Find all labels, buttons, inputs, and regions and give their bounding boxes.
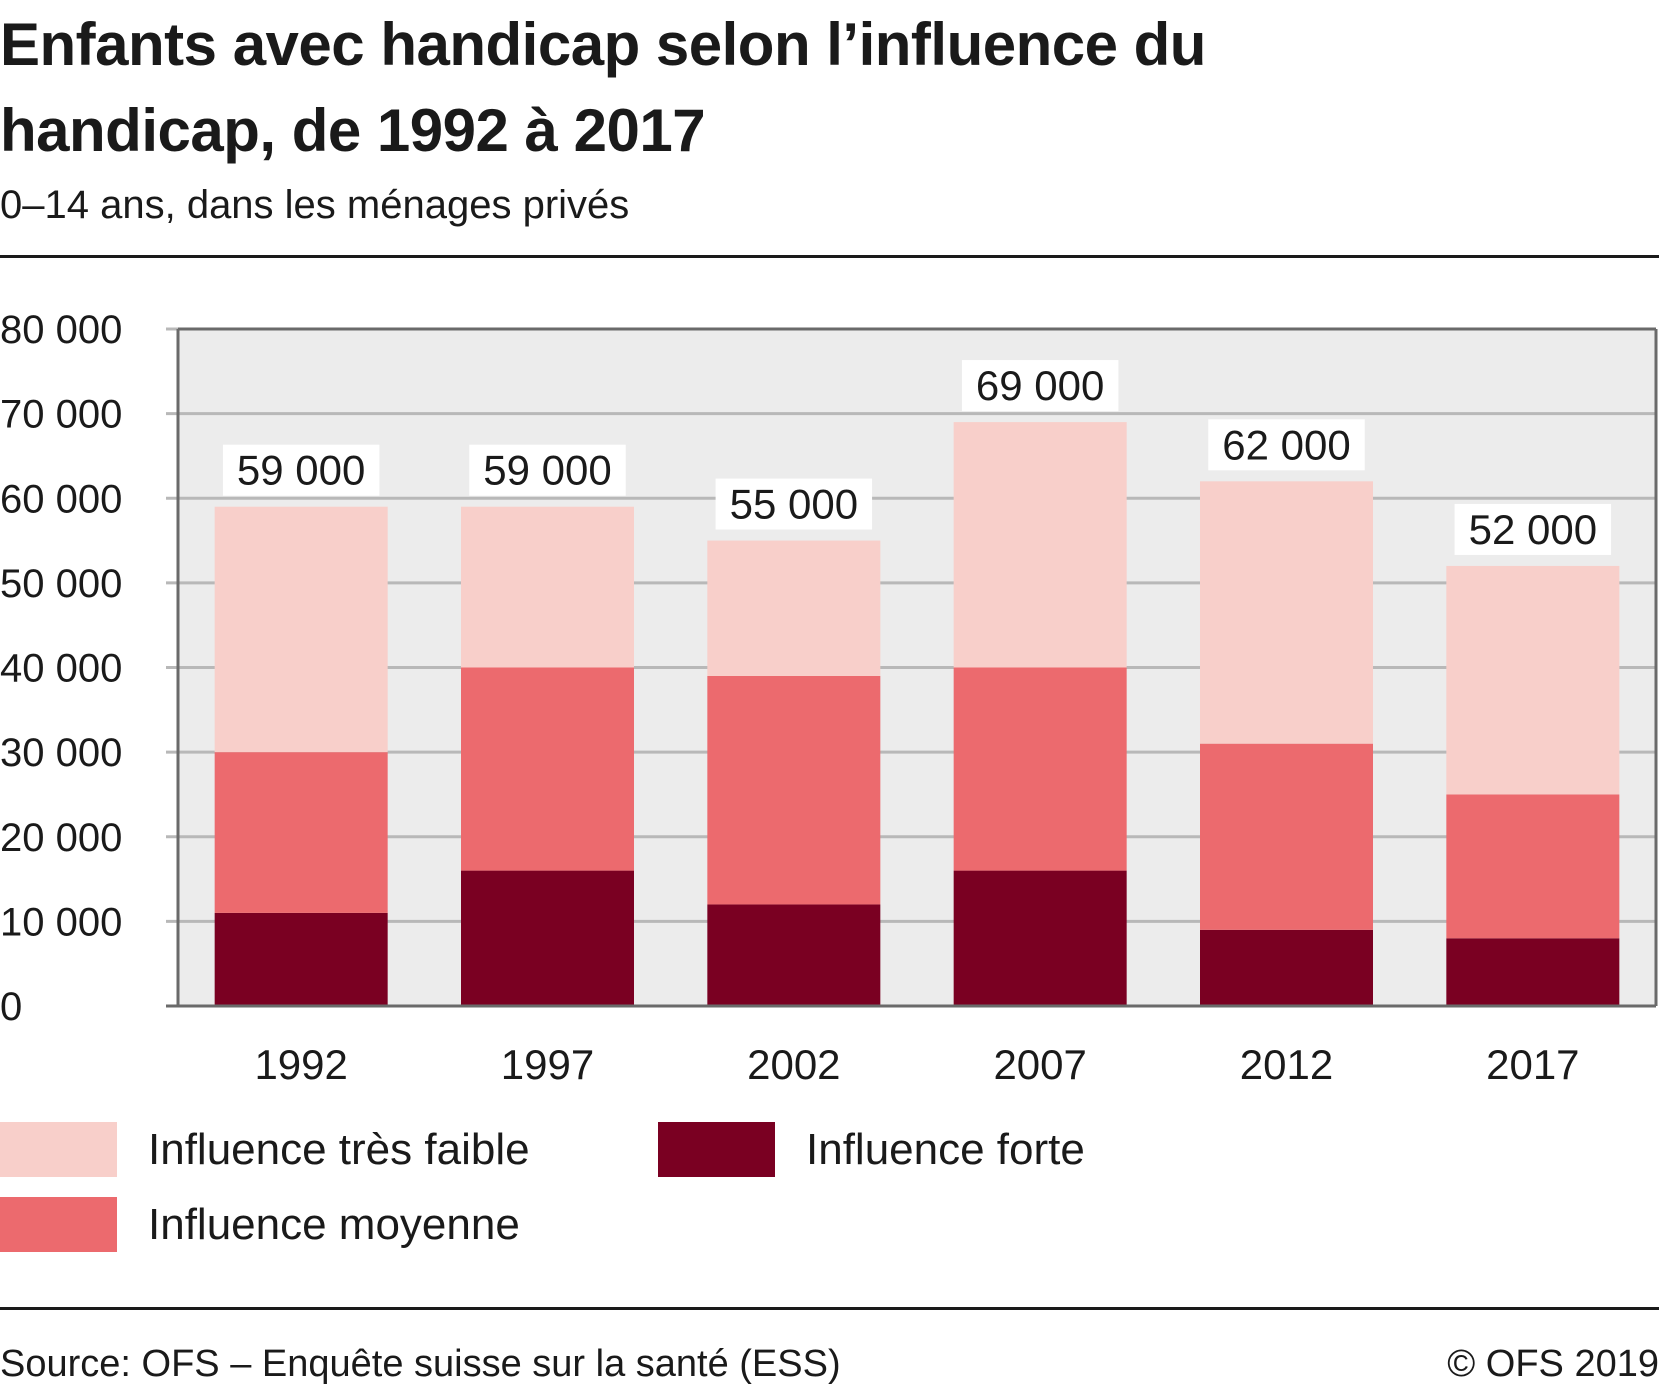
bar-moyenne-1997	[461, 667, 634, 871]
bar-forte-1992	[214, 912, 388, 1006]
y-tick-label: 20 000	[0, 816, 122, 860]
bar-tres-faible-2002	[707, 540, 881, 676]
bar-tres-faible-1992	[214, 506, 388, 753]
x-tick-label: 2012	[1240, 1041, 1333, 1088]
x-tick-label: 1992	[254, 1041, 347, 1088]
legend-label-forte: Influence forte	[806, 1125, 1085, 1174]
bar-forte-2002	[707, 904, 881, 1006]
stacked-bar-chart: 0 10 000 20 000 30 000 40 000 50 000 60 000 70 …	[0, 308, 1658, 1088]
chart-legend: Influence très faible Influence moyenne …	[0, 1122, 1200, 1262]
total-label: 62 000	[1222, 421, 1350, 468]
bar-moyenne-2012	[1200, 743, 1373, 930]
bar-moyenne-2017	[1446, 794, 1620, 939]
total-label-background	[1208, 419, 1365, 471]
header-divider	[0, 255, 1659, 258]
legend-label-moyenne: Influence moyenne	[148, 1200, 520, 1249]
y-tick-label: 50 000	[0, 562, 122, 606]
legend-label-tres-faible: Influence très faible	[148, 1125, 530, 1174]
total-label-background	[715, 478, 873, 530]
footer-divider	[0, 1307, 1659, 1310]
bar-moyenne-2007	[953, 667, 1127, 871]
y-tick-label: 0	[0, 985, 22, 1029]
x-tick-label: 2017	[1486, 1041, 1579, 1088]
y-tick-label: 60 000	[0, 477, 122, 521]
bar-forte-2007	[953, 870, 1127, 1006]
y-tick-label: 30 000	[0, 731, 122, 775]
bar-moyenne-1992	[214, 752, 388, 913]
y-tick-label: 80 000	[0, 308, 122, 352]
bar-tres-faible-1997	[461, 506, 634, 668]
source-note: Source: OFS – Enquête suisse sur la sant…	[0, 1343, 841, 1385]
total-label: 55 000	[730, 481, 858, 528]
chart-title: Enfants avec handicap selon l’influence …	[0, 11, 1206, 164]
legend-swatch-tres-faible	[0, 1122, 117, 1177]
chart-subtitle: 0–14 ans, dans les ménages privés	[0, 183, 630, 227]
bar-forte-1997	[461, 870, 634, 1006]
total-label-background	[222, 444, 380, 496]
bar-moyenne-2002	[707, 675, 881, 905]
total-label: 69 000	[976, 362, 1104, 409]
total-label-background	[961, 360, 1119, 412]
copyright-note: © OFS 2019	[1447, 1343, 1659, 1385]
total-label: 52 000	[1469, 506, 1597, 553]
bar-tres-faible-2017	[1446, 565, 1620, 795]
y-tick-label: 70 000	[0, 393, 122, 437]
legend-swatch-forte	[658, 1122, 775, 1177]
total-label: 59 000	[483, 447, 611, 494]
total-label: 59 000	[237, 447, 365, 494]
bar-tres-faible-2012	[1200, 481, 1373, 744]
total-label-background	[469, 444, 626, 496]
x-tick-label: 2007	[993, 1041, 1086, 1088]
total-label-background	[1454, 503, 1612, 555]
legend-swatch-moyenne	[0, 1197, 117, 1252]
bar-forte-2012	[1200, 929, 1373, 1006]
y-tick-label: 10 000	[0, 900, 122, 944]
bar-tres-faible-2007	[953, 422, 1127, 668]
bar-forte-2017	[1446, 938, 1620, 1006]
x-tick-label: 2002	[747, 1041, 840, 1088]
y-tick-label: 40 000	[0, 647, 122, 691]
x-tick-label: 1997	[501, 1041, 594, 1088]
